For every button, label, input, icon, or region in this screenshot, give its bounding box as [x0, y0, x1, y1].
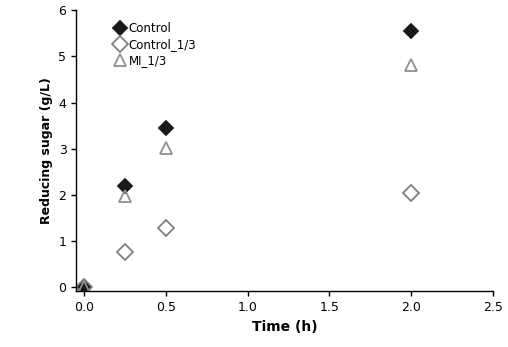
MI_1/3 — [81, 285, 87, 289]
Line: Control_1/3: Control_1/3 — [79, 188, 417, 293]
Control_1/3 — [408, 191, 414, 195]
Control — [408, 29, 414, 33]
Control_1/3 — [163, 226, 169, 230]
Y-axis label: Reducing sugar (g/L): Reducing sugar (g/L) — [40, 77, 53, 225]
Control_1/3 — [81, 285, 87, 289]
X-axis label: Time (h): Time (h) — [251, 320, 318, 334]
MI_1/3 — [408, 63, 414, 67]
Line: MI_1/3: MI_1/3 — [78, 59, 418, 293]
Legend: Control, Control_1/3, MI_1/3: Control, Control_1/3, MI_1/3 — [115, 22, 196, 67]
Control_1/3 — [122, 250, 128, 254]
Control — [81, 285, 87, 289]
Control — [163, 126, 169, 130]
Control — [122, 184, 128, 188]
MI_1/3 — [122, 194, 128, 198]
Line: Control: Control — [80, 26, 416, 292]
MI_1/3 — [163, 146, 169, 150]
